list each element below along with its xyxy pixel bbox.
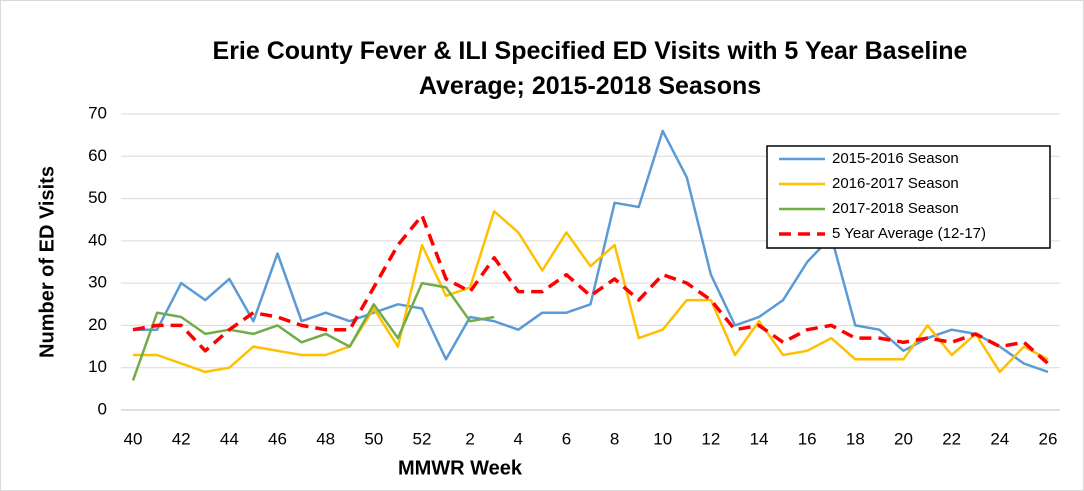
y-tick-label: 70 xyxy=(88,103,107,122)
x-tick-label: 12 xyxy=(701,429,720,448)
x-axis-label: MMWR Week xyxy=(398,457,523,479)
data-line xyxy=(133,210,1049,374)
x-tick-label: 20 xyxy=(894,429,913,448)
x-tick-label: 18 xyxy=(846,429,865,448)
x-tick-label: 46 xyxy=(268,429,287,448)
chart-title: Erie County Fever & ILI Specified ED Vis… xyxy=(212,37,968,100)
x-tick-label: 14 xyxy=(750,429,769,448)
x-tick-label: 24 xyxy=(990,429,1009,448)
x-tick-label: 44 xyxy=(220,429,239,448)
y-tick-label: 60 xyxy=(88,146,107,165)
data-line xyxy=(131,281,495,381)
x-tick-label: 10 xyxy=(653,429,672,448)
y-tick-label: 20 xyxy=(88,315,107,334)
x-tick-label: 26 xyxy=(1039,429,1058,448)
legend-label: 5 Year Average (12-17) xyxy=(832,225,986,242)
legend-box xyxy=(766,145,1051,249)
data-line xyxy=(132,213,1050,365)
legend-label: 2015-2016 Season xyxy=(832,150,959,167)
x-tick-label: 8 xyxy=(610,429,619,448)
y-tick-label: 50 xyxy=(88,188,107,207)
x-tick-label: 50 xyxy=(364,429,383,448)
x-tick-label: 6 xyxy=(562,429,571,448)
x-tick-label: 2 xyxy=(465,429,474,448)
legend-label: 2016-2017 Season xyxy=(832,175,959,192)
y-tick-label: 0 xyxy=(98,399,107,418)
x-tick-label: 40 xyxy=(124,429,143,448)
x-tick-label: 16 xyxy=(798,429,817,448)
legend-label: 2017-2018 Season xyxy=(832,200,959,217)
x-tick-label: 52 xyxy=(413,429,432,448)
y-tick-label: 10 xyxy=(88,357,107,376)
data-line xyxy=(133,129,1049,374)
x-tick-label: 42 xyxy=(172,429,191,448)
y-tick-label: 30 xyxy=(88,273,107,292)
x-tick-label: 4 xyxy=(514,429,523,448)
x-tick-label: 48 xyxy=(316,429,335,448)
y-tick-label: 40 xyxy=(88,230,107,249)
x-tick-label: 22 xyxy=(942,429,961,448)
y-axis-label: Number of ED Visits xyxy=(36,166,58,358)
